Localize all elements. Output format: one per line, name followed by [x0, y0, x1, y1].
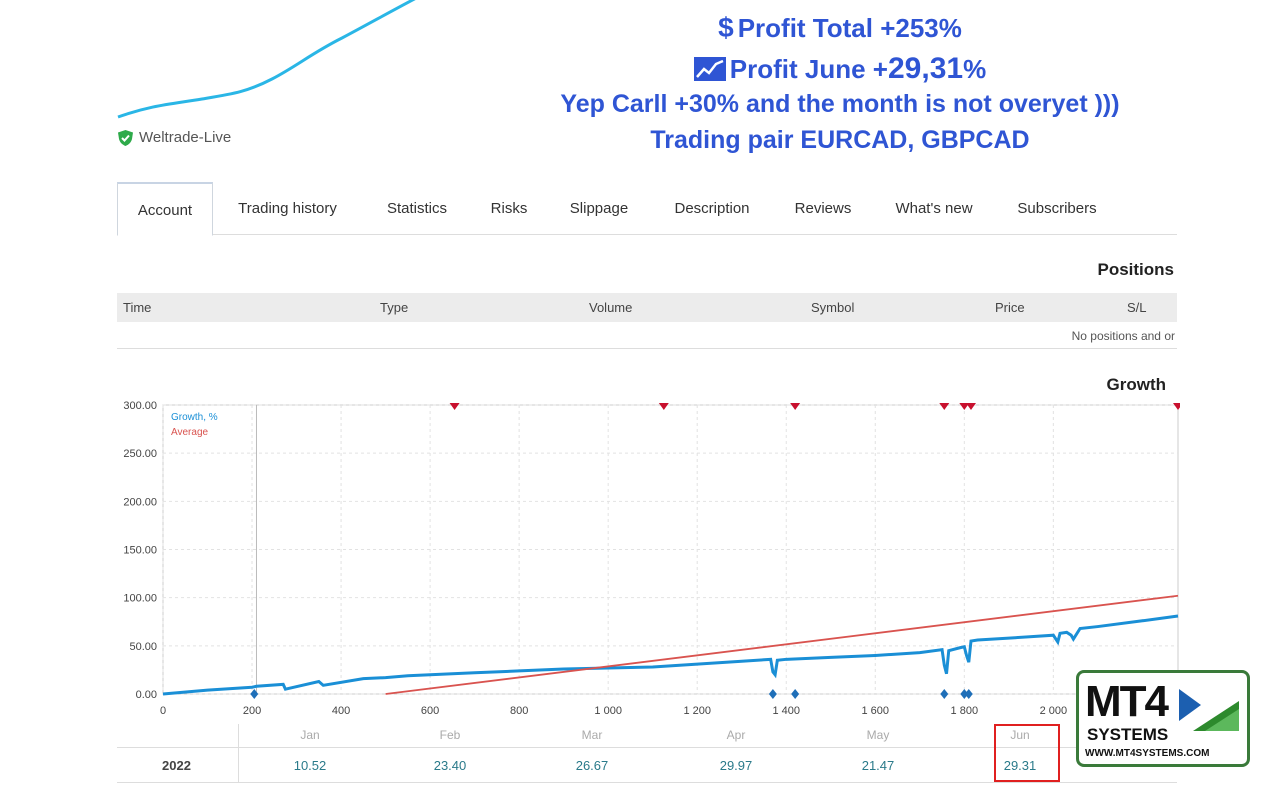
logo-graphic-icon: [1179, 689, 1239, 731]
y-tick-label: 0.00: [136, 689, 157, 701]
y-tick-label: 150.00: [123, 545, 157, 557]
tab-slippage[interactable]: Slippage: [569, 200, 629, 217]
month-value: 26.67: [575, 758, 609, 773]
logo-mark: MT4: [1085, 677, 1169, 726]
month-header: Jan: [300, 728, 320, 742]
table-divider: [238, 724, 239, 782]
server-name: Weltrade-Live: [139, 129, 232, 146]
event-marker-bottom: [250, 689, 259, 699]
mt4systems-logo: MT4 SYSTEMS WWW.MT4SYSTEMS.COM: [1076, 670, 1250, 767]
x-tick-label: 400: [332, 705, 350, 717]
mini-growth-line: [117, 0, 416, 119]
headline-comment: Yep Carll +30% and the month is not over…: [560, 90, 1120, 118]
growth-chart: 0.00 50.00 100.00 150.00 200.00 250.00 300.00 0…: [123, 400, 1180, 717]
positions-title: Positions: [1097, 260, 1174, 279]
positions-empty-row: No positions and or: [117, 322, 1177, 349]
tab-description[interactable]: Description: [674, 200, 750, 217]
tab-subscribers[interactable]: Subscribers: [1017, 200, 1097, 217]
logo-name: SYSTEMS: [1087, 725, 1169, 744]
tab-bar: Account Trading history Statistics Risks…: [117, 182, 1177, 236]
growth-title: Growth: [1106, 375, 1167, 394]
monthly-returns-table: 2022 Jan 10.52 Feb 23.40 Mar 26.67 Apr 29.97 May…: [117, 724, 1177, 784]
event-marker-bottom: [768, 689, 777, 699]
event-marker-bottom: [791, 689, 800, 699]
event-marker-top: [939, 403, 950, 410]
dollar-icon: $: [718, 12, 734, 43]
y-tick-label: 200.00: [123, 496, 157, 508]
month-value: 29.97: [719, 758, 753, 773]
x-tick-label: 1 200: [683, 705, 711, 717]
event-marker-bottom: [940, 689, 949, 699]
col-sl[interactable]: S/L: [1127, 300, 1147, 315]
year-label: 2022: [162, 758, 191, 773]
trend-chart-icon: [693, 57, 726, 81]
x-tick-label: 2 000: [1040, 705, 1068, 717]
col-price[interactable]: Price: [995, 300, 1025, 315]
month-header: Mar: [581, 728, 603, 742]
server-badge: Weltrade-Live: [118, 129, 231, 146]
event-marker-bottom: [964, 689, 973, 699]
mini-growth-chart: [117, 0, 416, 119]
x-tick-label: 1 400: [772, 705, 800, 717]
y-tick-label: 50.00: [129, 641, 157, 653]
month-header: Jun: [1010, 728, 1030, 742]
col-symbol[interactable]: Symbol: [811, 300, 855, 315]
x-tick-label: 1 800: [951, 705, 979, 717]
tab-trading-history[interactable]: Trading history: [238, 200, 337, 217]
headline-trading-pairs: Trading pair EURCAD, GBPCAD: [650, 126, 1030, 154]
table-divider: [117, 782, 1177, 783]
month-header: May: [866, 728, 890, 742]
month-value: 23.40: [433, 758, 467, 773]
event-marker-top: [658, 403, 669, 410]
month-header: Apr: [726, 728, 746, 742]
highlight-box: [994, 724, 1060, 782]
legend-entry: Average: [171, 427, 209, 438]
headline-profit-total: $ Profit Total +253%: [718, 12, 962, 43]
average-series-line: [385, 594, 1179, 695]
col-type[interactable]: Type: [380, 300, 409, 315]
event-marker-top: [965, 403, 976, 410]
tab-account[interactable]: Account: [117, 182, 213, 236]
y-tick-label: 100.00: [123, 593, 157, 605]
tab-risks[interactable]: Risks: [490, 200, 528, 217]
col-time[interactable]: Time: [123, 300, 152, 315]
x-tick-label: 200: [243, 705, 261, 717]
event-marker-top: [1173, 403, 1180, 410]
x-tick-label: 1 600: [862, 705, 890, 717]
tab-statistics[interactable]: Statistics: [386, 200, 447, 217]
table-divider: [117, 747, 1177, 748]
x-tick-label: 0: [160, 705, 166, 717]
y-tick-label: 300.00: [123, 400, 157, 412]
month-header: Feb: [439, 728, 461, 742]
month-value: 21.47: [861, 758, 895, 773]
event-marker-bottom: [960, 689, 969, 699]
x-tick-label: 600: [421, 705, 439, 717]
y-tick-label: 250.00: [123, 448, 157, 460]
month-value: 29.31: [1003, 758, 1037, 773]
x-tick-label: 1 000: [594, 705, 622, 717]
legend-entry: Growth, %: [171, 412, 218, 423]
x-tick-label: 800: [510, 705, 528, 717]
positions-empty-text: No positions and or: [1071, 329, 1175, 343]
month-value: 10.52: [293, 758, 327, 773]
tab-reviews[interactable]: Reviews: [794, 200, 852, 217]
col-volume[interactable]: Volume: [589, 300, 633, 315]
positions-table-header: Time Type Volume Symbol Price S/L: [117, 293, 1177, 322]
shield-check-icon: [118, 129, 133, 146]
event-marker-top: [449, 403, 460, 410]
event-marker-top: [959, 403, 970, 410]
growth-series-line: [162, 614, 1179, 696]
tab-whats-new[interactable]: What's new: [895, 200, 973, 217]
headline-profit-june: Profit June +29,31%: [470, 52, 1210, 86]
logo-url: WWW.MT4SYSTEMS.COM: [1085, 748, 1210, 759]
event-marker-top: [790, 403, 801, 410]
